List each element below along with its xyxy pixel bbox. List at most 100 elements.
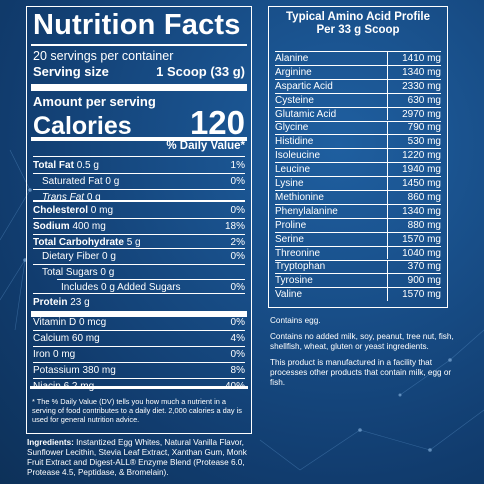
amino-acid-value: 1220 mg [387,149,441,163]
amino-acid-row: Arginine 1340 mg [275,64,441,79]
amino-acid-subtitle: Per 33 g Scoop [316,24,400,36]
divider [57,279,245,280]
nutrient-name: Sodium [33,221,70,232]
ingredients-list: Instantized Egg Whites, Natural Vanilla … [27,438,247,477]
nutrient-name: Dietary Fiber [42,251,100,262]
ingredients-label: Ingredients: [27,438,74,447]
amino-acid-row: Valine 1570 mg [275,287,441,302]
nutrient-row-trans-fat: Trans Fat 0 g [33,190,245,205]
divider [33,189,245,190]
nutrient-amount: 400 mg [72,221,106,232]
amino-acid-row: Proline 880 mg [275,217,441,232]
amino-acid-name: Methionine [275,191,324,203]
calories-row: Calories 120 [33,104,245,142]
amino-acid-name: Threonine [275,247,321,259]
divider [33,248,245,249]
nutrition-facts-title: Nutrition Facts [33,9,241,41]
amino-acid-name: Glutamic Acid [275,108,337,120]
nutrient-amount: 0.5 g [76,160,99,171]
nutrient-amount: 0 mg [53,349,76,360]
amino-acid-value: 1940 mg [387,163,441,177]
free-from-note: Contains no added milk, soy, peanut, tre… [270,332,454,351]
amino-acid-row: Serine 1570 mg [275,231,441,246]
amino-acid-row: Tyrosine 900 mg [275,273,441,288]
amino-acid-value: 630 mg [387,93,441,107]
nutrient-name: Trans Fat [42,192,85,203]
nutrient-name: Calcium [33,333,70,344]
nutrient-dv: 4% [230,333,245,344]
nutrient-amount: 0 g [100,267,115,278]
nutrient-row-added-sugars: Includes 0 g Added Sugars 0% [33,280,245,295]
amino-acid-name: Tryptophan [275,261,326,273]
nutrient-dv: 0% [230,317,245,328]
nutrient-dv: 0% [230,349,245,360]
nutrient-amount: 5 g [126,237,141,248]
nutrient-name: Cholesterol [33,205,89,216]
nutrient-name: Total Sugars [42,267,98,278]
divider [33,234,245,235]
nutrient-name: Saturated Fat [42,176,103,187]
amino-acid-name: Valine [275,289,303,301]
nutrient-dv: 2% [230,237,245,248]
nutrient-row-total-fat: Total Fat 0.5 g 1% [33,158,245,173]
nutrient-amount: 380 mg [82,365,116,376]
amino-acid-row: Lysine 1450 mg [275,176,441,190]
amino-acid-name: Serine [275,233,304,245]
nutrient-dv: 0% [230,205,245,216]
nutrient-row-sodium: Sodium 400 mg 18% [33,219,245,234]
nutrient-row-potassium: Potassium 380 mg 8% [33,363,245,378]
nutrient-dv: 8% [230,365,245,376]
divider [33,378,245,379]
serving-size-value: 1 Scoop (33 g) [156,64,245,79]
divider [33,200,245,202]
amino-acid-row: Cysteine 630 mg [275,92,441,107]
amino-acid-value: 370 mg [387,260,441,274]
amino-acid-name: Histidine [275,136,314,148]
nutrient-amount: 23 g [70,297,90,308]
divider [33,264,245,265]
nutrient-dv: 18% [224,221,245,232]
thick-divider [31,311,247,317]
nutrient-row-total-carbohydrate: Total Carbohydrate 5 g 2% [33,235,245,250]
nutrient-row-vitamin-d: Vitamin D 0 mcg 0% [33,315,245,330]
divider [33,330,245,331]
amino-acid-row: Tryptophan 370 mg [275,259,441,274]
amino-acid-name: Tyrosine [275,275,313,287]
amino-acid-row: Phenylalanine 1340 mg [275,203,441,218]
amino-acid-name: Leucine [275,164,311,176]
amino-acid-value: 880 mg [387,218,441,232]
divider [33,218,245,219]
amino-acid-value: 530 mg [387,135,441,149]
nutrient-name: Total Fat [33,160,74,171]
amino-acid-panel: Typical Amino Acid Profile Per 33 g Scoo… [268,6,448,308]
serving-size: Serving size 1 Scoop (33 g) [33,64,245,79]
amino-acid-name: Lysine [275,178,304,190]
nutrient-dv: 0% [230,282,245,293]
nutrient-name: Total Carbohydrate [33,237,124,248]
amino-acid-value: 1570 mg [387,288,441,302]
amino-acid-name: Aspartic Acid [275,80,333,92]
amino-acid-name: Alanine [275,52,309,64]
amino-acid-header: Typical Amino Acid Profile Per 33 g Scoo… [269,11,447,37]
amino-acid-row: Threonine 1040 mg [275,245,441,260]
amino-acid-value: 1570 mg [387,232,441,246]
nutrient-row-dietary-fiber: Dietary Fiber 0 g 0% [33,249,245,264]
daily-value-header: % Daily Value* [166,140,245,152]
nutrient-amount: 60 mg [71,333,100,344]
nutrient-row-iron: Iron 0 mg 0% [33,347,245,362]
amino-acid-value: 1410 mg [387,52,441,65]
amino-acid-row: Glycine 790 mg [275,120,441,135]
divider [33,156,245,157]
serving-size-label: Serving size [33,64,109,79]
nutrient-name: Vitamin D [33,317,77,328]
nutrient-amount: 0 mcg [78,317,107,328]
facility-note: This product is manufactured in a facili… [270,358,452,387]
nutrient-dv: 1% [230,160,245,171]
daily-value-footnote: * The % Daily Value (DV) tells you how m… [32,397,242,424]
nutrient-name: Iron [33,349,51,360]
amino-acid-row: Leucine 1940 mg [275,162,441,177]
nutrient-amount: 0 mg [90,205,114,216]
amino-acid-title: Typical Amino Acid Profile [286,11,430,23]
nutrient-name: Includes 0 g Added Sugars [61,282,181,293]
amino-acid-row: Aspartic Acid 2330 mg [275,78,441,93]
